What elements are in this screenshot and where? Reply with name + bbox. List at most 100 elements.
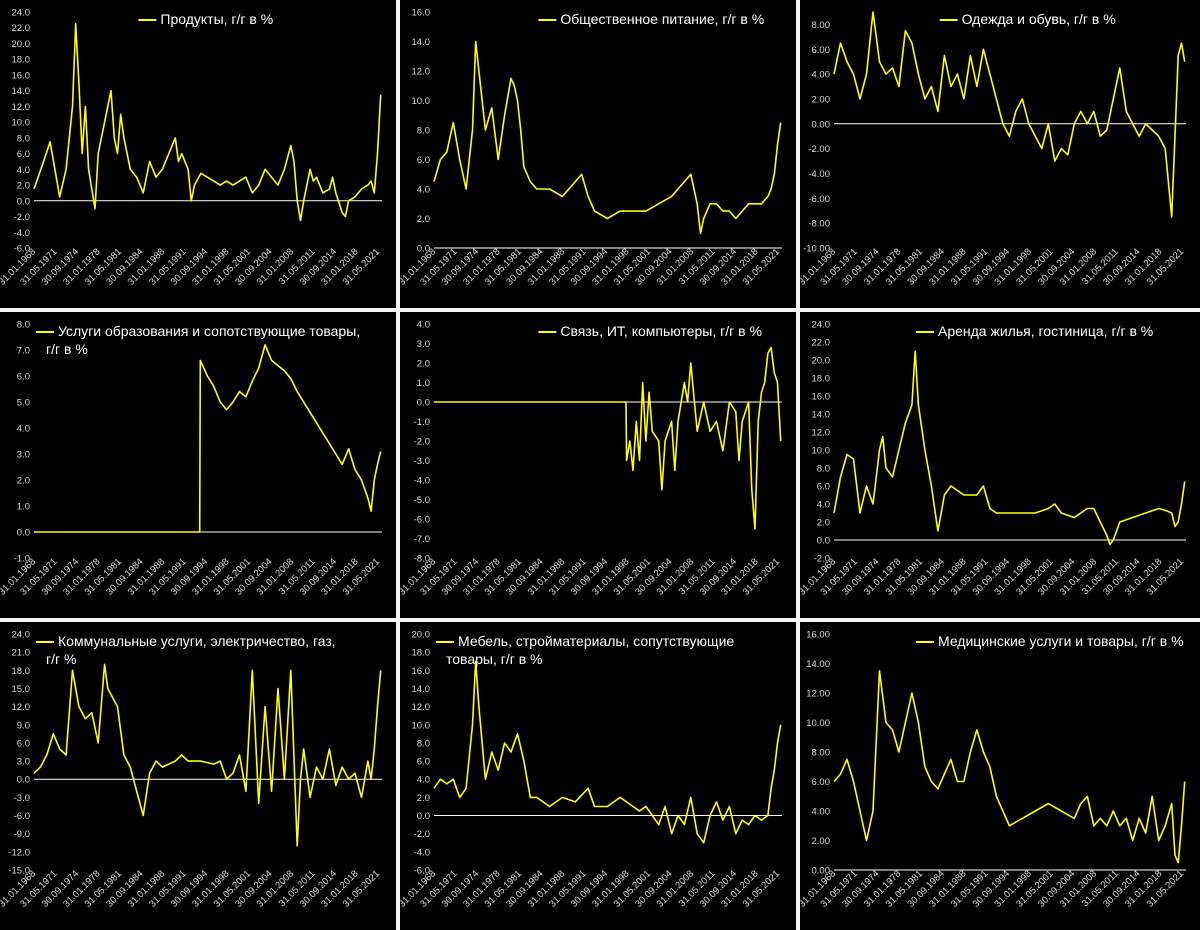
chart-svg-6: -2.0 0.0 2.0 4.0 6.0 8.0 10.0 12.0 14.0 16.0 18.0 2… (800, 320, 1186, 598)
y-tick-label: 1.0 (17, 502, 30, 513)
legend-label: Общественное питание, г/г в % (560, 11, 764, 27)
y-tick-label: -3.0 (14, 793, 30, 804)
y-tick-label: 8.00 (812, 748, 831, 759)
y-tick-label: 6.0 (417, 155, 430, 166)
chart-panel-5: -8.0 -7.0 -6.0 -5.0 -4.0 -3.0 -2.0 -1.0 0.0 1.0 2.… (400, 312, 796, 618)
y-tick-label: 8.0 (17, 320, 30, 331)
y-tick-label: -6.0 (414, 866, 430, 877)
y-tick-label: 22.0 (12, 23, 31, 34)
y-tick-label: -2.0 (414, 437, 430, 448)
legend-label: Услуги образования и сопотствующие товар… (58, 323, 360, 339)
y-tick-label: 21.0 (12, 648, 31, 659)
y-tick-label: 4.0 (417, 185, 430, 196)
y-tick-label: 12.0 (12, 702, 31, 713)
y-tick-label: 0.0 (817, 536, 830, 547)
y-tick-label: -8.0 (414, 554, 430, 565)
y-tick-label: 22.0 (812, 338, 831, 349)
y-tick-label: -3.0 (414, 456, 430, 467)
legend-label: Аренда жилья, гостиница, г/г в % (938, 323, 1153, 339)
legend-label: Мебель, стройматериалы, сопутствующие (458, 633, 734, 649)
series-line (34, 343, 382, 533)
y-tick-label: -2.0 (414, 829, 430, 840)
y-tick-label: 20.0 (412, 630, 431, 641)
y-tick-label: 10.00 (806, 718, 830, 729)
y-tick-label: 2.0 (417, 359, 430, 370)
y-tick-label: 4.0 (17, 424, 30, 435)
series-line (433, 40, 782, 235)
y-tick-label: -9.0 (14, 829, 30, 840)
legend-label: Одежда и обувь, г/г в % (962, 11, 1116, 27)
y-tick-label: 8.0 (17, 133, 30, 144)
y-tick-label: -6.0 (14, 244, 30, 255)
y-tick-label: 14.0 (12, 86, 31, 97)
legend-label: Продукты, г/г в % (160, 11, 273, 27)
y-tick-label: 0.0 (417, 398, 430, 409)
y-tick-label: -4.0 (414, 476, 430, 487)
y-tick-label: 4.00 (812, 70, 831, 81)
legend-label: Связь, ИТ, компьютеры, г/г в % (560, 323, 762, 339)
y-tick-label: 18.0 (12, 55, 31, 66)
y-tick-label: 10.0 (412, 96, 431, 107)
y-tick-label: 4.0 (17, 165, 30, 176)
y-tick-label: 4.0 (417, 320, 430, 331)
y-tick-label: -2.0 (814, 554, 830, 565)
chart-svg-8: -6.0 -4.0 -2.0 0.0 2.0 4.0 6.0 8.0 10.0 12.0 14.0 1… (400, 630, 782, 910)
y-tick-label: 15.0 (12, 684, 31, 695)
y-tick-label: 12.0 (412, 702, 431, 713)
y-tick-label: 8.0 (817, 464, 830, 475)
y-tick-label: -7.0 (414, 534, 430, 545)
chart-svg-7: -15.0 -12.0 -9.0 -6.0 -3.0 0.0 3.0 6.0 9.0 12.0 15… (0, 630, 382, 910)
y-tick-label: 4.00 (812, 807, 831, 818)
y-tick-label: 10.0 (412, 720, 431, 731)
y-tick-label: 5.0 (17, 398, 30, 409)
series-line (433, 660, 782, 844)
chart-svg-4: -1.00.01.02.03.04.05.06.07.08.031.01.196… (0, 320, 382, 598)
y-tick-label: 18.0 (12, 666, 31, 677)
y-tick-label: 6.0 (417, 757, 430, 768)
y-tick-label: 3.0 (417, 339, 430, 350)
series-line (833, 11, 1186, 218)
y-tick-label: 0.00 (812, 866, 831, 877)
y-tick-label: 6.0 (17, 149, 30, 160)
chart-svg-5: -8.0 -7.0 -6.0 -5.0 -4.0 -3.0 -2.0 -1.0 0.0 1.0 2.… (400, 320, 782, 598)
y-tick-label: 6.00 (812, 45, 831, 56)
y-tick-label: 18.0 (812, 374, 831, 385)
y-tick-label: -12.0 (8, 847, 30, 858)
legend-label: Медицинские услуги и товары, г/г в % (938, 633, 1184, 649)
series-line (33, 22, 382, 222)
y-tick-label: -4.00 (808, 169, 830, 180)
legend-label: Коммунальные услуги, электричество, газ, (58, 633, 336, 649)
y-tick-label: 16.00 (806, 630, 830, 641)
y-tick-label: 16.0 (812, 392, 831, 403)
y-tick-label: 12.00 (806, 689, 830, 700)
y-tick-label: 3.0 (17, 450, 30, 461)
y-tick-label: 2.0 (417, 214, 430, 225)
y-tick-label: 7.0 (17, 346, 30, 357)
y-tick-label: -4.0 (414, 847, 430, 858)
y-tick-label: -6.0 (414, 515, 430, 526)
legend-label: товары, г/г в % (446, 651, 543, 667)
y-tick-label: 4.0 (417, 775, 430, 786)
y-tick-label: 10.0 (812, 446, 831, 457)
chart-svg-1: -6.0 -4.0 -2.0 0.0 2.0 4.0 6.0 8.0 10.0 12.0 14.0 1… (0, 8, 382, 288)
y-tick-label: 2.0 (417, 793, 430, 804)
chart-panel-2: 0.0 2.0 4.0 6.0 8.0 10.0 12.0 14.0 16.0 31.01.196… (400, 0, 796, 308)
chart-svg-9: 0.00 2.00 4.00 6.00 8.00 10.00 12.00 14.00 16.00… (800, 630, 1186, 910)
y-tick-label: 2.00 (812, 836, 831, 847)
y-tick-label: 2.0 (817, 518, 830, 529)
y-tick-label: 8.0 (417, 738, 430, 749)
y-tick-label: -2.0 (14, 212, 30, 223)
y-tick-label: 0.00 (812, 119, 831, 130)
y-tick-label: 6.0 (17, 738, 30, 749)
y-tick-label: 6.0 (17, 372, 30, 383)
legend-label: г/г % (46, 651, 76, 667)
y-tick-label: 6.00 (812, 777, 831, 788)
y-tick-label: 12.0 (12, 102, 31, 113)
y-tick-label: 1.0 (417, 378, 430, 389)
y-tick-label: 0.0 (417, 244, 430, 255)
y-tick-label: 14.00 (806, 659, 830, 670)
y-tick-label: -15.0 (8, 866, 30, 877)
y-tick-label: 16.0 (412, 666, 431, 677)
y-tick-label: 24.0 (12, 8, 31, 19)
